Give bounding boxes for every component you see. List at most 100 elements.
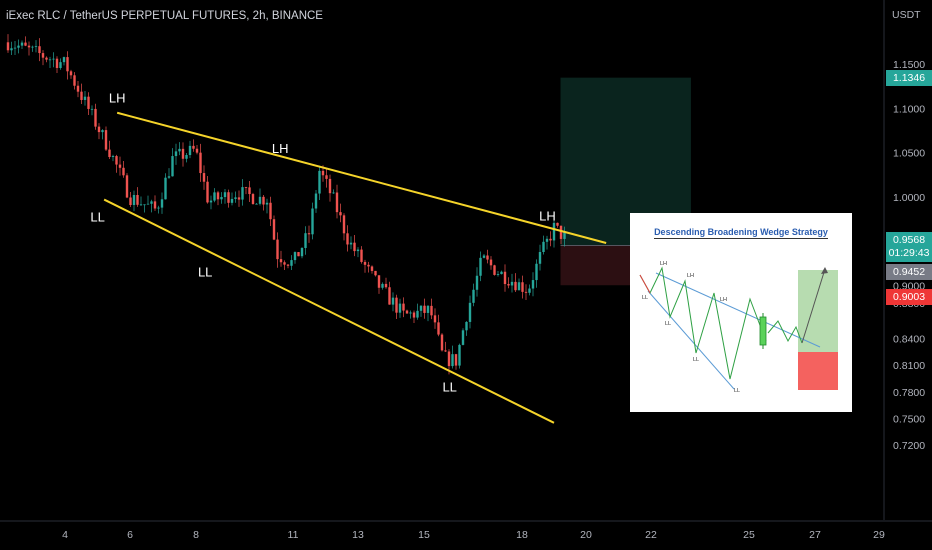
candle-body [139,204,143,206]
candle-body [66,57,69,72]
candle-body [241,187,244,200]
candle-body [454,354,458,366]
time-tick-label: 25 [743,529,755,541]
time-tick-label: 22 [645,529,657,541]
candle-body [391,297,395,305]
candle-body [430,305,433,316]
diagram-swing-path-up [639,266,767,380]
candle-body [153,201,157,209]
strategy-diagram: LH LH LH LL LL LL LL [639,261,838,394]
candle-body [451,354,454,367]
candle-body [444,350,447,352]
candle-body [472,289,475,303]
candle-body [538,251,542,264]
candle-body [45,57,48,60]
label-lower-low: LL [90,210,104,225]
strategy-illustration: Descending Broadening Wedge Strategy LH … [630,213,852,412]
candle-body [52,58,55,60]
arrow-head-icon [821,267,828,274]
price-tick-label: 0.7500 [893,413,925,425]
candle-body [370,266,374,271]
candle-body [234,197,237,199]
candle-body [486,255,489,260]
candle-body [178,148,181,152]
candle-body [556,222,559,226]
candle-body [90,108,94,110]
price-tick-label: 0.7800 [893,387,925,399]
candle-body [202,173,206,182]
time-tick-label: 18 [516,529,528,541]
candle-body [304,233,307,248]
diagram-upper-line [655,272,821,348]
candle-body [265,202,269,205]
candle-body [6,42,10,51]
label-lower-high: LH [272,141,289,156]
candle-body [293,252,297,261]
candle-body [552,222,556,241]
candle-body [62,57,66,63]
candle-body [542,241,545,252]
candle-body [335,192,339,213]
candle-body [104,130,108,150]
time-tick-label: 6 [127,529,133,541]
candle-body [160,199,164,208]
candle-body [377,275,381,288]
candle-body [129,197,132,206]
swing-labels: LH LH LH LL LL LL [90,91,555,395]
candle-body [150,201,153,204]
diagram-label-ll: LL [693,357,699,363]
candle-body [80,91,83,100]
wedge-lower-line [103,198,555,424]
candle-body [479,257,482,276]
wedge-lines [103,111,607,424]
currency-label: USDT [892,9,921,21]
candle-body [514,281,517,291]
candle-body [314,193,318,209]
candle-body [475,275,479,290]
candle-body [164,177,167,200]
time-tick-label: 29 [873,529,885,541]
candle-body [17,45,20,48]
candle-body [500,271,503,275]
candle-body [342,215,346,234]
candle-body [489,259,493,266]
candle-body [73,75,76,86]
candle-body [206,181,209,203]
candle-body [409,312,412,314]
candle-body [311,208,314,235]
candle-body [507,284,510,286]
diagram-label-ll: LL [734,388,740,394]
candle-body [356,249,360,252]
time-tick-label: 20 [580,529,592,541]
candle-body [447,351,451,367]
candle-body [216,192,220,200]
candle-body [440,334,444,351]
candle-body [318,170,321,194]
candle-body [87,96,90,109]
candle-body [69,71,73,76]
price-tick-label: 1.0500 [893,148,925,160]
diagram-label-ll: LL [665,321,671,327]
candle-body [185,155,188,159]
candle-body [157,207,160,209]
candle-body [465,321,468,331]
price-axis[interactable]: 1.15001.10001.05001.00000.90000.88000.84… [883,0,925,520]
time-tick-label: 8 [193,529,199,541]
diagram-lower-line [647,290,735,390]
candle-body [227,192,230,203]
candle-countdown: 01:29:43 [888,247,930,259]
time-axis[interactable]: 4 6 8 11 13 15 18 20 22 25 27 29 [0,520,932,541]
candle-body [31,46,34,48]
diagram-target-arrow [801,268,826,344]
candle-body [524,291,528,293]
candle-body [433,315,437,323]
candle-body [223,192,227,198]
candle-body [521,282,524,292]
candle-body [307,233,311,235]
candle-body [174,151,178,157]
entry-price-tag: 0.9452 [886,264,932,280]
chart-title: iExec RLC / TetherUS PERPETUAL FUTURES, … [6,10,323,22]
candle-body [272,219,276,240]
candle-body [188,145,192,156]
diagram-stop-zone [798,352,838,390]
